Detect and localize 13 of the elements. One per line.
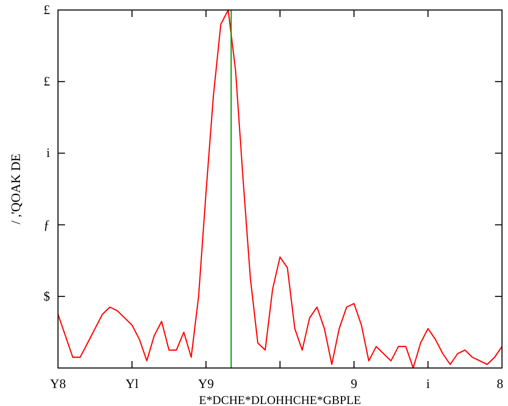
x-axis-title: E*DCHE*DLOHHCHE*GBPLE — [199, 393, 361, 406]
text: 8 — [496, 376, 504, 391]
text: 9 — [350, 376, 358, 391]
text: £ — [44, 2, 50, 17]
text: ƒ — [44, 216, 50, 232]
text: Yl — [126, 376, 139, 391]
text: £ — [44, 74, 50, 89]
text: Y9 — [198, 376, 214, 391]
y-axis-title: / ,'QOAK DE — [8, 154, 23, 224]
text: i — [46, 145, 50, 160]
text: Y8 — [50, 376, 66, 391]
text: i — [426, 376, 430, 391]
text: $ — [44, 288, 50, 304]
